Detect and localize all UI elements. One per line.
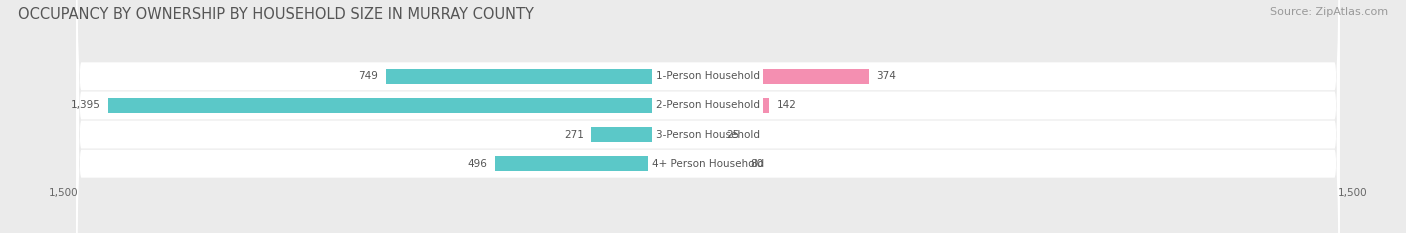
Text: 4+ Person Household: 4+ Person Household [652, 159, 763, 169]
Text: 25: 25 [727, 130, 740, 140]
Text: Source: ZipAtlas.com: Source: ZipAtlas.com [1270, 7, 1388, 17]
FancyBboxPatch shape [76, 0, 1340, 233]
Text: 3-Person Household: 3-Person Household [657, 130, 759, 140]
Text: 1-Person Household: 1-Person Household [657, 71, 759, 81]
Bar [707, 98, 769, 113]
Text: 271: 271 [564, 130, 583, 140]
Text: 496: 496 [467, 159, 486, 169]
Bar [108, 98, 707, 113]
Bar [495, 156, 707, 171]
Text: 374: 374 [876, 71, 896, 81]
Text: 749: 749 [359, 71, 378, 81]
FancyBboxPatch shape [76, 0, 1340, 233]
FancyBboxPatch shape [76, 0, 1340, 233]
Text: 80: 80 [749, 159, 763, 169]
Text: 2-Person Household: 2-Person Household [657, 100, 759, 110]
Bar [707, 156, 742, 171]
Bar [592, 127, 707, 142]
Bar [707, 69, 869, 84]
Bar [707, 127, 718, 142]
Legend: Owner-occupied, Renter-occupied: Owner-occupied, Renter-occupied [593, 231, 823, 233]
Text: OCCUPANCY BY OWNERSHIP BY HOUSEHOLD SIZE IN MURRAY COUNTY: OCCUPANCY BY OWNERSHIP BY HOUSEHOLD SIZE… [18, 7, 534, 22]
Bar [387, 69, 707, 84]
FancyBboxPatch shape [76, 0, 1340, 233]
Text: 142: 142 [776, 100, 797, 110]
Text: 1,395: 1,395 [70, 100, 101, 110]
